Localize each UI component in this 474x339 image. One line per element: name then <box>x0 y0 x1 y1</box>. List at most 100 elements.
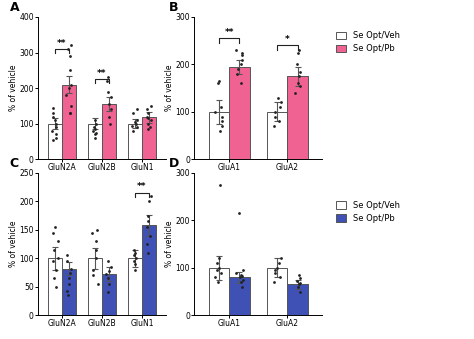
Point <box>63 93 70 98</box>
Text: B: B <box>169 1 178 14</box>
Point <box>270 279 278 285</box>
Point <box>49 137 57 142</box>
Point <box>144 224 151 230</box>
Point <box>104 290 111 295</box>
Point <box>64 293 72 298</box>
Point <box>91 124 98 130</box>
Y-axis label: % of vehicle: % of vehicle <box>165 221 174 267</box>
Point <box>238 50 246 55</box>
Point <box>89 230 96 235</box>
Point <box>237 275 244 280</box>
Point <box>89 128 97 134</box>
Point <box>52 124 59 130</box>
Point <box>91 132 99 137</box>
Point <box>130 258 138 264</box>
Y-axis label: % of vehicle: % of vehicle <box>9 221 18 267</box>
Point <box>146 233 154 238</box>
Point <box>67 43 75 48</box>
Point <box>105 281 113 287</box>
Bar <box>88 258 102 315</box>
Point <box>104 75 111 80</box>
Point <box>67 82 74 87</box>
Point <box>133 107 141 112</box>
Point <box>232 47 239 53</box>
Point <box>49 110 57 116</box>
Point <box>214 81 222 86</box>
Point <box>234 66 241 72</box>
Point <box>92 239 100 244</box>
Point <box>91 135 98 141</box>
Point <box>239 277 247 282</box>
Point <box>147 193 155 198</box>
Point <box>277 256 285 261</box>
Text: C: C <box>10 157 19 170</box>
Point <box>48 128 56 134</box>
Point <box>91 118 99 123</box>
Point <box>295 272 302 278</box>
Point <box>54 256 61 261</box>
Point <box>237 81 245 86</box>
Point <box>53 135 60 141</box>
Point <box>107 264 115 270</box>
Point <box>92 121 100 126</box>
Point <box>293 278 301 284</box>
Point <box>68 266 75 271</box>
Bar <box>267 112 287 159</box>
Point <box>295 47 303 53</box>
Point <box>143 114 151 119</box>
Bar <box>62 268 76 315</box>
Point <box>128 123 136 128</box>
Bar <box>128 258 142 315</box>
Point <box>270 123 278 129</box>
Bar <box>209 268 229 315</box>
Bar <box>48 124 62 159</box>
Point <box>105 101 113 107</box>
Point <box>218 114 226 119</box>
Bar <box>88 124 102 159</box>
Point <box>131 261 138 267</box>
Point <box>102 272 110 277</box>
Point <box>52 267 60 273</box>
Bar <box>267 268 287 315</box>
Point <box>50 230 57 235</box>
Legend: Se Opt/Veh, Se Opt/Pb: Se Opt/Veh, Se Opt/Pb <box>336 201 400 223</box>
Point <box>49 105 56 111</box>
Point <box>64 253 71 258</box>
Point <box>49 258 57 264</box>
Point <box>91 126 99 132</box>
Point <box>271 270 279 275</box>
Point <box>93 227 101 233</box>
Point <box>144 250 152 255</box>
Point <box>297 289 304 294</box>
Point <box>215 265 222 271</box>
Text: **: ** <box>225 28 234 37</box>
Point <box>217 104 224 110</box>
Point <box>65 85 73 91</box>
Point <box>64 46 72 52</box>
Point <box>295 74 302 79</box>
Point <box>294 81 301 86</box>
Point <box>52 224 59 230</box>
Text: **: ** <box>137 182 146 191</box>
Bar <box>229 67 250 159</box>
Bar <box>142 225 156 315</box>
Point <box>129 128 137 134</box>
Text: **: ** <box>97 69 107 78</box>
Point <box>145 213 152 218</box>
Point <box>211 109 219 115</box>
Point <box>90 267 97 273</box>
Point <box>65 281 73 287</box>
Point <box>237 62 245 67</box>
Point <box>233 71 241 77</box>
Point <box>275 119 283 124</box>
Point <box>144 126 152 132</box>
Point <box>50 247 58 253</box>
Point <box>132 121 139 126</box>
Point <box>238 284 246 290</box>
Bar <box>287 76 308 159</box>
Point <box>67 270 74 275</box>
Point <box>94 281 101 287</box>
Point <box>132 256 140 261</box>
Point <box>131 119 139 125</box>
Point <box>63 288 71 294</box>
